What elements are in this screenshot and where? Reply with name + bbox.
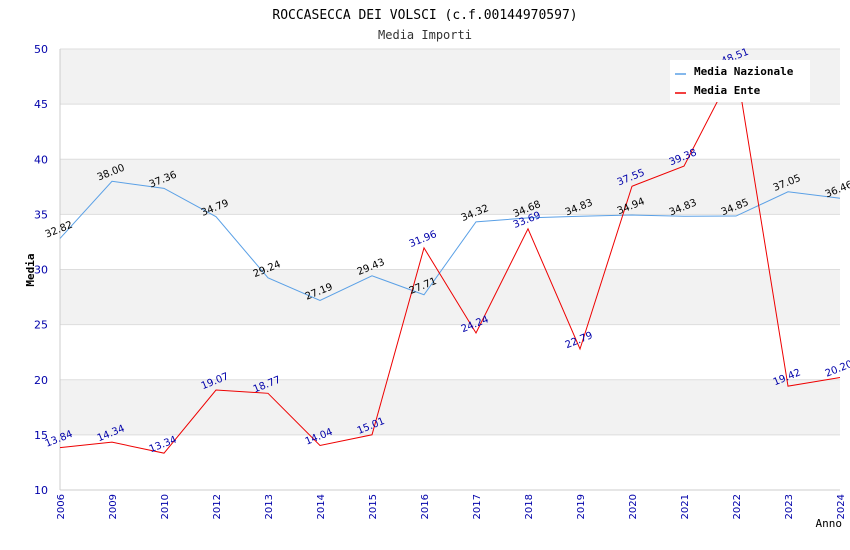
x-tick-label: 2020	[628, 494, 639, 519]
data-label-nazionale: 32.82	[44, 220, 75, 241]
y-tick-label: 15	[34, 429, 48, 442]
x-axis-label: Anno	[816, 517, 843, 530]
plot-bands	[60, 49, 840, 435]
data-label-ente: 13.34	[148, 434, 179, 455]
axes	[59, 49, 840, 491]
x-tick-label: 2009	[108, 494, 119, 519]
legend-label-media-nazionale: Media Nazionale	[694, 65, 794, 78]
series-lines	[59, 63, 841, 454]
y-tick-label: 45	[34, 98, 48, 111]
x-tick-label: 2024	[836, 494, 847, 519]
series-line-media-ente	[59, 63, 841, 454]
y-tick-label: 25	[34, 319, 48, 332]
x-tick-label: 2019	[576, 494, 587, 519]
legend-label-media-ente: Media Ente	[694, 84, 761, 97]
plot-band	[60, 379, 840, 435]
x-tick-label: 2015	[368, 494, 379, 519]
chart-title: ROCCASECCA DEI VOLSCI (c.f.00144970597)	[272, 8, 577, 23]
x-tick-label: 2017	[472, 494, 483, 519]
y-tick-label: 40	[34, 153, 48, 166]
y-tick-label: 30	[34, 264, 48, 277]
data-label-ente: 20.20	[824, 359, 850, 380]
legend: Media Nazionale Media Ente	[670, 60, 810, 102]
y-tick-label: 35	[34, 208, 48, 221]
x-tick-label: 2021	[680, 494, 691, 519]
y-tick-labels: 10 15 20 25 30 35 40 45 50	[34, 43, 48, 497]
x-tick-label: 2022	[732, 494, 743, 519]
x-tick-label: 2010	[160, 494, 171, 519]
x-tick-label: 2023	[784, 494, 795, 519]
x-tick-label: 2006	[56, 494, 67, 519]
plot-band	[60, 159, 840, 215]
x-tick-labels: 2006 2009 2010 2012 2013 2014 2015 2016 2017 2018…	[56, 494, 847, 519]
series-line-media-nazionale	[59, 180, 841, 302]
gridlines	[60, 48, 840, 491]
plot-band	[60, 269, 840, 325]
y-tick-label: 10	[34, 484, 48, 497]
data-label-ente: 31.96	[408, 229, 439, 250]
legend-box	[670, 60, 810, 102]
y-axis-label: Media	[24, 253, 37, 286]
x-tick-label: 2016	[420, 494, 431, 519]
x-tick-label: 2013	[264, 494, 275, 519]
x-tick-label: 2018	[524, 494, 535, 519]
y-tick-label: 20	[34, 374, 48, 387]
chart-subtitle: Media Importi	[378, 28, 472, 42]
x-tick-label: 2012	[212, 494, 223, 519]
x-tick-label: 2014	[316, 494, 327, 519]
y-tick-label: 50	[34, 43, 48, 56]
